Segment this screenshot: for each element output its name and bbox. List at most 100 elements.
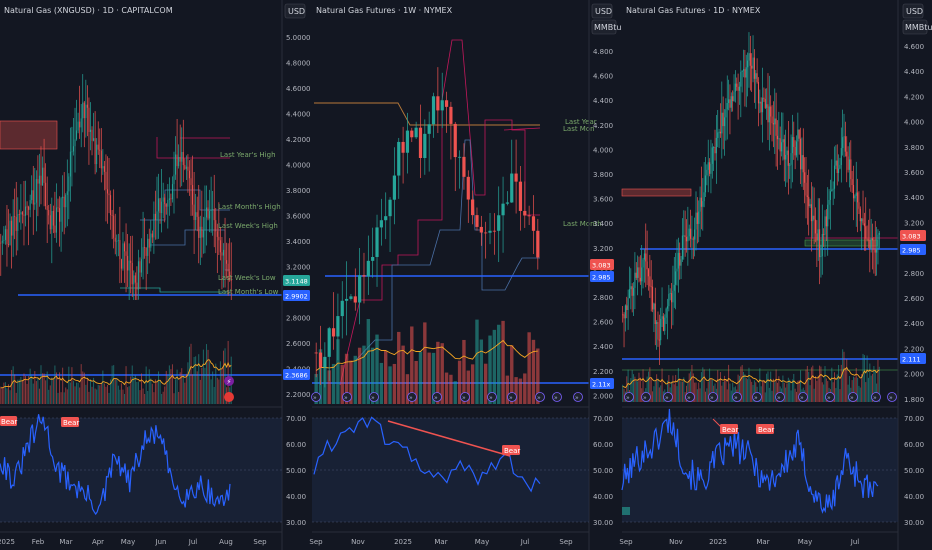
- candle-body: [148, 238, 150, 248]
- volume-bar: [749, 379, 751, 402]
- volume-bar: [45, 380, 47, 404]
- volume-bar: [151, 383, 153, 404]
- panel-1-volume-ma: [0, 359, 232, 389]
- candle-body: [729, 99, 731, 108]
- volume-bar: [630, 378, 632, 402]
- candle-body: [222, 249, 224, 256]
- volume-bar: [219, 361, 221, 404]
- panel-3-unit2: MMBtu: [905, 23, 932, 32]
- volume-bar: [836, 374, 838, 402]
- candle-body: [671, 293, 673, 303]
- candle-body: [28, 206, 30, 210]
- panel-3-unit-button[interactable]: [902, 3, 924, 19]
- panel-2-unit2-button[interactable]: [591, 19, 617, 35]
- candle-body: [141, 259, 143, 273]
- y-tick-label: 3.400: [904, 194, 924, 202]
- candle-body: [8, 244, 10, 246]
- candle-body: [685, 236, 688, 242]
- candle-body: [666, 306, 669, 309]
- candle-body: [11, 220, 13, 236]
- panel-1-volume-bars: [0, 340, 232, 404]
- panel-2-level-price-2: 2.11x: [592, 381, 610, 389]
- panel-3-event-icons: » » » » » » » » » » » » »: [624, 392, 897, 402]
- panel-1-event-icon[interactable]: [224, 392, 234, 402]
- panel-2-unit-button[interactable]: [591, 3, 613, 19]
- candle-body: [153, 213, 155, 238]
- volume-bar: [719, 372, 721, 402]
- candle-body: [57, 207, 59, 209]
- candle-body: [137, 261, 139, 290]
- volume-bar: [536, 348, 540, 404]
- candle-body: [852, 185, 855, 199]
- candle-body: [134, 275, 136, 283]
- y-tick-label: 2.400: [593, 343, 613, 351]
- y-tick-label: 3.200: [904, 219, 924, 227]
- candle-body: [764, 99, 766, 108]
- panel-1-flash-icon[interactable]: [224, 376, 234, 386]
- panel-2-rsi-ticks: 70.00 60.00 50.00 40.00 30.00: [593, 415, 613, 527]
- event-icon-glyph: »: [800, 395, 804, 402]
- panel-1-unit-button[interactable]: [284, 3, 306, 19]
- event-icon-glyph: »: [626, 395, 630, 402]
- volume-bar: [175, 379, 177, 404]
- volume-bar: [747, 379, 749, 402]
- candle-body: [68, 176, 70, 192]
- volume-bar: [488, 335, 492, 404]
- panel-3-bear-badge-1: [720, 424, 738, 434]
- candle-body: [854, 195, 856, 199]
- panel-3-supply-zone: [621, 188, 692, 197]
- volume-bar: [59, 372, 61, 404]
- candle-body: [462, 156, 466, 177]
- panel-3-candles: [622, 32, 880, 365]
- candle-body: [789, 164, 791, 166]
- candle-body: [523, 210, 527, 216]
- volume-bar: [35, 381, 37, 404]
- candle-body: [647, 269, 650, 277]
- panel-3-unit2-button[interactable]: [902, 19, 928, 35]
- candle-body: [757, 82, 760, 104]
- event-icon-glyph: »: [850, 395, 854, 402]
- candle-body: [179, 156, 181, 162]
- volume-bar: [823, 384, 825, 402]
- volume-bar: [741, 365, 743, 402]
- volume-bar: [475, 319, 479, 404]
- volume-bar: [139, 390, 141, 404]
- volume-bar: [800, 370, 802, 402]
- volume-bar: [179, 372, 181, 404]
- panel-3-rsi-ticks: 70.00 60.00 50.00 40.00 30.00: [904, 415, 924, 527]
- volume-bar: [336, 339, 340, 404]
- volume-bar: [737, 374, 739, 402]
- volume-bar: [134, 375, 136, 404]
- candle-body: [201, 226, 203, 238]
- candle-body: [15, 217, 17, 231]
- candle-body: [779, 138, 781, 152]
- candle-body: [466, 176, 470, 200]
- volume-bar: [873, 366, 875, 402]
- rsi-tick-label: 70.00: [286, 415, 306, 423]
- volume-bar: [108, 392, 110, 404]
- volume-bar: [453, 381, 457, 404]
- volume-bar: [457, 360, 462, 404]
- panel-2-level-price: 2.985: [592, 274, 611, 282]
- volume-bar: [527, 332, 531, 404]
- volume-bar: [514, 377, 518, 404]
- event-icon-glyph: »: [554, 395, 558, 402]
- candle-body: [117, 240, 119, 241]
- volume-bar: [193, 356, 195, 404]
- volume-bar: [83, 372, 85, 404]
- candle-body: [38, 175, 40, 184]
- candle-body: [195, 212, 197, 221]
- volume-bar: [751, 381, 753, 402]
- candle-body: [226, 260, 228, 264]
- candle-body: [159, 198, 161, 214]
- candle-body: [514, 173, 518, 182]
- volume-bar: [20, 376, 22, 404]
- candle-body: [410, 130, 414, 138]
- volume-bar: [89, 379, 91, 404]
- candle-body: [397, 141, 401, 176]
- candle-body: [740, 71, 742, 87]
- y-tick-label: 4.800: [593, 48, 613, 56]
- y-tick-label: 4.8000: [286, 60, 311, 68]
- candle-body: [96, 144, 98, 165]
